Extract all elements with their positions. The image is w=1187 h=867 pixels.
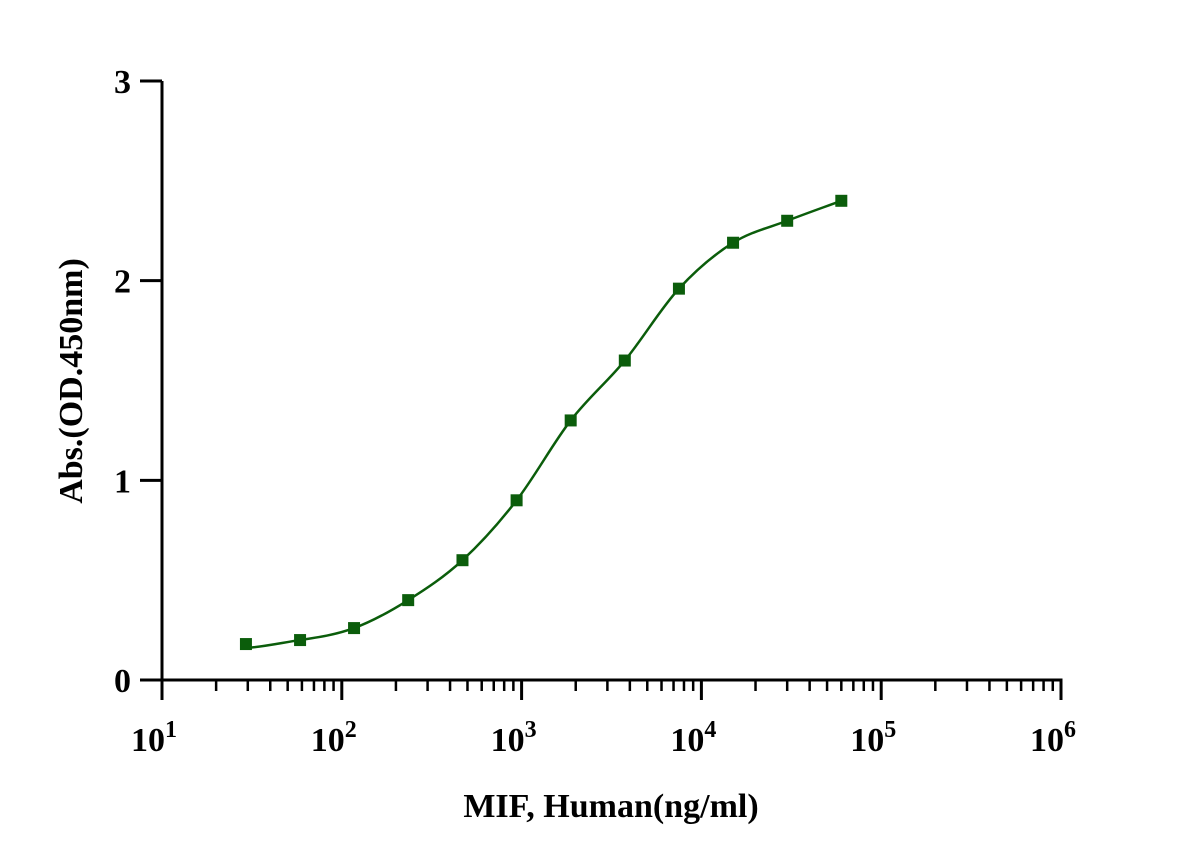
x-tick-label: 105: [850, 717, 896, 759]
x-tick-label: 102: [311, 717, 357, 759]
data-point: [294, 634, 307, 647]
ticks: 0 1 2 3 101 102 103 104 105 106: [114, 64, 1076, 759]
data-point: [239, 638, 252, 651]
data-point: [402, 594, 415, 607]
data-point: [781, 214, 794, 227]
series: [239, 194, 848, 651]
fit-curve: [245, 199, 842, 650]
x-tick-label: 101: [131, 717, 177, 759]
x-tick-label: 106: [1030, 717, 1076, 759]
data-point: [348, 622, 361, 635]
y-tick-label: 3: [114, 64, 131, 101]
data-point: [510, 494, 523, 507]
y-tick-label: 0: [114, 663, 131, 700]
data-point: [672, 282, 685, 295]
data-point: [835, 194, 848, 207]
data-point: [456, 554, 469, 567]
x-axis-title: MIF, Human(ng/ml): [463, 788, 758, 825]
y-axis-title: Abs.(OD.450nm): [53, 258, 90, 504]
y-tick-label: 2: [114, 264, 131, 301]
axes: [160, 81, 1063, 682]
data-point: [564, 414, 577, 427]
data-point: [618, 354, 631, 367]
data-point: [727, 236, 740, 249]
x-tick-label: 104: [670, 717, 716, 759]
y-tick-label: 1: [114, 463, 131, 500]
x-tick-label: 103: [491, 717, 537, 759]
